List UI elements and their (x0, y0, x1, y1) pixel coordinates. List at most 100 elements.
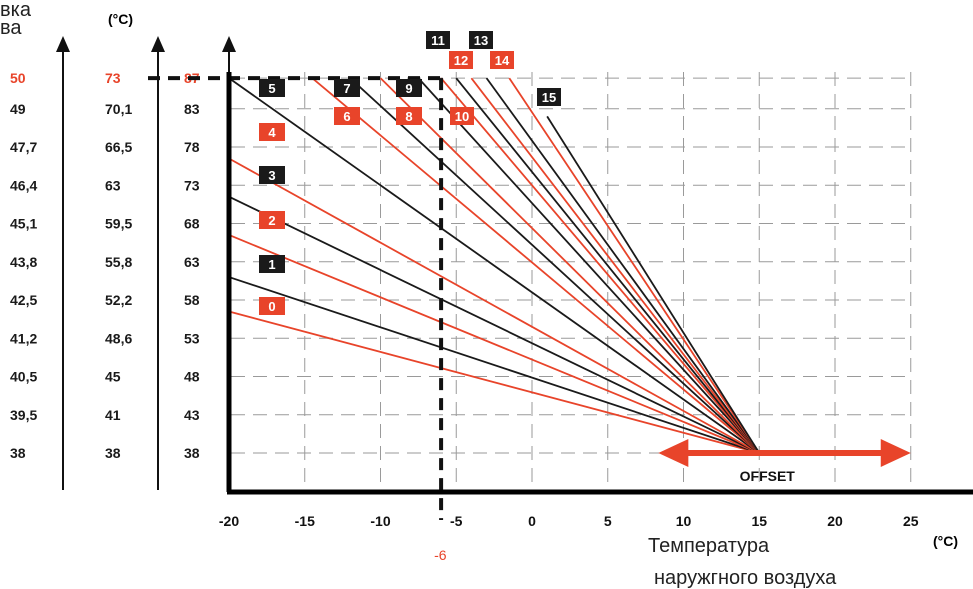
y-tick-label: 39,5 (10, 407, 37, 423)
col2-tick-labels: 73 70,1 66,5 63 59,5 55,8 52,2 48,6 45 41 38 (105, 70, 132, 461)
y-tick-label: 83 (184, 101, 200, 117)
y-tick-label: 41,2 (10, 330, 37, 346)
series-line-0 (228, 310, 760, 454)
y-tick-label: 73 (105, 70, 121, 86)
col3-arrow-head (222, 36, 236, 52)
series-badge-5 (259, 79, 285, 97)
series-line-2 (228, 234, 760, 454)
x-unit: (°C) (933, 533, 958, 549)
y-tick-label: 70,1 (105, 101, 132, 117)
marker-label: -6 (434, 547, 447, 563)
series-badge-label: 15 (542, 90, 556, 105)
y-tick-label: 38 (10, 445, 26, 461)
y-tick-label: 41 (105, 407, 121, 423)
col1-arrow-head (56, 36, 70, 52)
series-badge-14 (490, 51, 514, 69)
series-line-6 (311, 77, 760, 454)
series-badge-1 (259, 255, 285, 273)
series-badge-6 (334, 107, 360, 125)
series-line-7 (349, 77, 760, 454)
x-tick-label: -10 (370, 513, 390, 529)
series-line-15 (546, 115, 761, 454)
offset-range: OFFSET (658, 439, 911, 484)
series-badge-12 (449, 51, 473, 69)
series-badge-3 (259, 166, 285, 184)
x-tick-label: -5 (450, 513, 463, 529)
series-badge-label: 10 (455, 109, 469, 124)
series-line-9 (417, 77, 760, 454)
y-tick-label: 48 (184, 369, 200, 385)
y-tick-label: 78 (184, 139, 200, 155)
series-badge-11 (426, 31, 450, 49)
y-tick-label: 52,2 (105, 292, 132, 308)
y-tick-label: 63 (184, 254, 200, 270)
y-tick-label: 73 (184, 177, 200, 193)
y-tick-label: 45 (105, 369, 121, 385)
y-tick-label: 49 (10, 101, 26, 117)
y-tick-label: 38 (105, 445, 121, 461)
series-line-11 (455, 77, 760, 454)
x-tick-label: 5 (604, 513, 612, 529)
series-line-12 (470, 77, 760, 454)
x-tick-label: -20 (219, 513, 239, 529)
series-line-3 (228, 195, 760, 454)
col1-header-line1: вка (0, 0, 32, 21)
y-tick-label: 47,7 (10, 139, 37, 155)
series-badge-label: 5 (268, 81, 275, 96)
col1-tick-labels: 50 49 47,7 46,4 45,1 43,8 42,5 41,2 40,5 39,5 38 (10, 70, 37, 461)
y-tick-label: 48,6 (105, 330, 132, 346)
series-badge-label: 9 (405, 81, 412, 96)
series-badge-8 (396, 107, 422, 125)
series-lines (228, 77, 761, 454)
series-badge-label: 14 (495, 53, 510, 68)
y-tick-label: 43,8 (10, 254, 37, 270)
offset-label: OFFSET (740, 468, 796, 484)
col1-header-line2: ва (0, 17, 22, 39)
y-tick-label: 50 (10, 70, 26, 86)
y-tick-label: 42,5 (10, 292, 37, 308)
series-badge-label: 11 (431, 33, 445, 48)
x-tick-label: 10 (676, 513, 692, 529)
series-line-14 (508, 77, 760, 454)
x-caption-line1: Температура (648, 535, 770, 557)
series-badge-2 (259, 211, 285, 229)
series-line-1 (228, 276, 760, 454)
series-badge-label: 12 (454, 53, 468, 68)
y-tick-label: 68 (184, 216, 200, 232)
y-tick-label: 63 (105, 177, 121, 193)
y-tick-label: 55,8 (105, 254, 132, 270)
series-badge-4 (259, 123, 285, 141)
x-tick-label: 20 (827, 513, 843, 529)
series-badge-label: 4 (268, 125, 276, 140)
series-line-10 (440, 77, 760, 454)
series-badge-7 (334, 79, 360, 97)
series-badge-15 (537, 88, 561, 106)
col2-header: (°C) (108, 11, 133, 27)
col2-arrow-head (151, 36, 165, 52)
series-line-13 (485, 77, 760, 454)
y-tick-label: 53 (184, 330, 200, 346)
x-tick-label: 25 (903, 513, 919, 529)
series-badge-9 (396, 79, 422, 97)
y-tick-label: 38 (184, 445, 200, 461)
y-tick-label: 45,1 (10, 216, 37, 232)
col3-tick-labels: 8783787368635853484338 (184, 70, 200, 461)
y-tick-label: 58 (184, 292, 200, 308)
series-badge-label: 2 (268, 213, 275, 228)
marker: -6 (148, 76, 447, 563)
offset-arrow-left (658, 439, 689, 467)
series-line-5 (228, 77, 760, 454)
series-badge-label: 3 (268, 168, 275, 183)
y-tick-label: 59,5 (105, 216, 132, 232)
series-badge-label: 13 (474, 33, 488, 48)
x-tick-labels: -20 -15 -10 -5 0 5 10 15 20 25 (219, 513, 919, 529)
series-badge-label: 0 (268, 299, 275, 314)
series-badge-label: 7 (343, 81, 350, 96)
y-tick-label: 43 (184, 407, 200, 423)
y-tick-label: 40,5 (10, 369, 37, 385)
series-badge-label: 1 (268, 257, 275, 272)
series-line-8 (379, 77, 760, 454)
series-badge-label: 6 (343, 109, 350, 124)
